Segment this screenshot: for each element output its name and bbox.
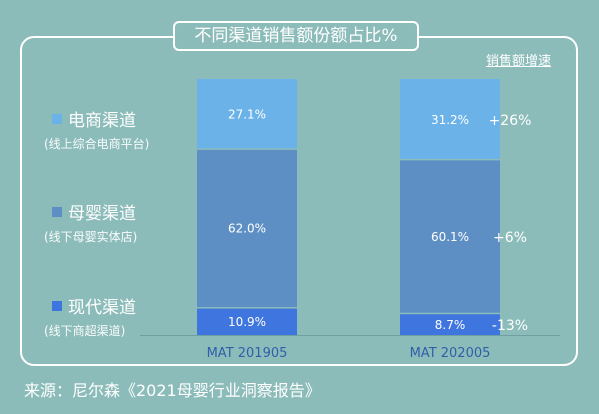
x-tick-label-0: MAT 201905 — [207, 346, 288, 361]
x-tick-label-1: MAT 202005 — [410, 346, 491, 361]
bar-segment-0-1 — [197, 149, 297, 308]
legend-item-maternal: 母婴渠道 (线下母婴实体店) — [44, 199, 137, 245]
bar-value-label-1-0: 8.7% — [435, 318, 466, 332]
growth-header: 销售额增速 — [486, 54, 552, 69]
legend-swatch-ecommerce — [52, 114, 62, 124]
legend-name-maternal: 母婴渠道 — [68, 204, 136, 224]
legend-sub-ecommerce: (线上综合电商平台) — [44, 137, 150, 151]
bar-segment-1-2 — [400, 79, 500, 159]
growth-label-0: -13% — [492, 318, 528, 334]
source-note: 来源：尼尔森《2021母婴行业洞察报告》 — [24, 381, 321, 400]
bar-segment-1-1 — [400, 160, 500, 313]
legend-name-ecommerce: 电商渠道 — [68, 111, 136, 131]
growth-label-1: +6% — [493, 230, 527, 246]
bar-value-label-0-0: 10.9% — [228, 315, 266, 329]
bar-segment-1-0 — [400, 314, 500, 335]
bar-value-label-0-2: 27.1% — [228, 108, 266, 122]
growth-label-2: +26% — [489, 113, 532, 129]
chart-title: 不同渠道销售额份额占比% — [173, 21, 419, 51]
legend-sub-maternal: (线下母婴实体店) — [44, 230, 138, 244]
legend-item-ecommerce: 电商渠道 (线上综合电商平台) — [44, 106, 149, 152]
bar-value-label-0-1: 62.0% — [228, 222, 266, 236]
bar-value-label-1-2: 31.2% — [431, 113, 469, 127]
bar-segment-0-0 — [197, 308, 297, 335]
bar-value-label-1-1: 60.1% — [431, 230, 469, 244]
bar-segment-0-2 — [197, 79, 297, 149]
legend-swatch-modern — [52, 301, 62, 311]
legend-sub-modern: (线下商超渠道) — [44, 324, 126, 338]
legend-name-modern: 现代渠道 — [68, 298, 136, 318]
legend-item-modern: 现代渠道 (线下商超渠道) — [44, 293, 136, 339]
legend-swatch-maternal — [52, 207, 62, 217]
